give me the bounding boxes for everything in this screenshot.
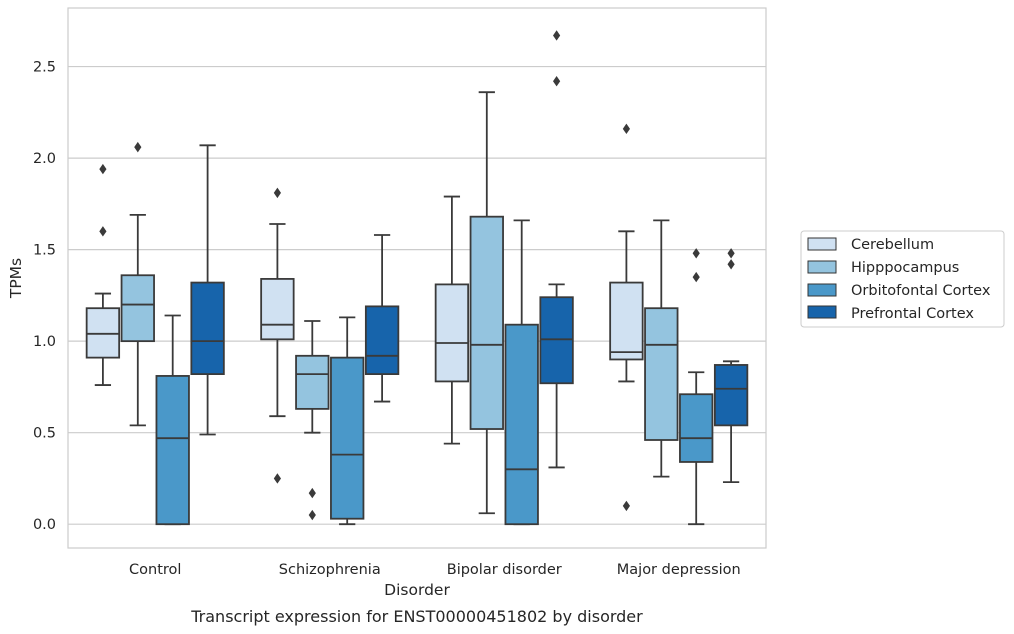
legend-item-orbitofrontal-cortex: Orbitofontal Cortex [807,283,991,299]
box-iqr [644,307,679,441]
legend-swatch-prefrontal-cortex [807,305,837,319]
box-series [85,30,749,526]
box-iqr [190,281,225,376]
y-axis-ticks: 0.0 0.5 1.0 1.5 2.0 2.5 [33,60,56,534]
box-hipppocampus [644,219,679,478]
box-prefrontal-cortex [364,234,400,403]
box-iqr [330,356,365,520]
legend-item-prefrontal-cortex: Prefrontal Cortex [807,305,974,322]
outlier-point [308,487,316,499]
box-orbitofontal-cortex [679,248,714,526]
y-tick-label: 1.0 [33,334,56,350]
box-prefrontal-cortex [190,144,225,436]
y-tick-label: 0.5 [33,426,56,442]
outlier-point [692,248,700,259]
y-tick-label: 0.0 [33,517,56,533]
plot-area-frame [67,7,767,549]
y-axis-title: TPMs [7,258,25,299]
legend-label-orbitofrontal-cortex: Orbitofontal Cortex [851,283,991,299]
x-axis-title: Disorder [384,581,450,599]
x-tick-label: Schizophrenia [279,562,381,578]
chart-caption: Transcript expression for ENST0000045180… [190,607,643,626]
box-orbitofontal-cortex [155,314,190,526]
x-tick-label: Bipolar disorder [447,562,562,578]
outlier-point [273,473,281,484]
outlier-point [308,509,316,521]
box-iqr [155,375,190,526]
legend-label-cerebellum: Cerebellum [851,237,934,253]
legend-swatch-hippocampus [807,260,837,274]
outlier-point [692,271,700,283]
box-iqr [120,274,155,343]
box-iqr [364,305,400,376]
legend-label-prefrontal-cortex: Prefrontal Cortex [851,306,974,322]
legend-frame [800,230,1005,328]
legend-label-hippocampus: Hipppocampus [851,260,959,276]
box-hipppocampus [295,320,330,521]
box-cerebellum [434,195,470,445]
legend: Cerebellum Hipppocampus Orbitofontal Cor… [800,230,1005,328]
legend-swatch-cerebellum [807,237,837,251]
box-cerebellum [260,187,295,484]
box-iqr [713,364,749,427]
legend-item-cerebellum: Cerebellum [807,237,934,253]
box-iqr [85,307,121,359]
box-hipppocampus [469,91,504,515]
y-tick-label: 2.0 [33,151,56,167]
box-prefrontal-cortex [539,30,574,469]
box-iqr [609,281,644,361]
outlier-point [622,123,630,135]
legend-item-hippocampus: Hipppocampus [807,260,959,276]
x-axis-ticks: Control Schizophrenia Bipolar disorder Majo… [129,562,741,578]
x-tick-label: Major depression [617,562,741,578]
legend-swatch-orbitofrontal-cortex [807,283,837,297]
outlier-point [727,259,735,270]
box-prefrontal-cortex [713,248,749,484]
box-iqr [434,283,470,383]
box-iqr [539,296,574,385]
box-iqr [260,278,295,341]
box-orbitofontal-cortex [504,219,539,526]
box-orbitofontal-cortex [330,316,365,526]
x-tick-label: Control [129,562,181,578]
y-tick-label: 2.5 [33,60,56,76]
box-iqr [295,354,330,410]
outlier-point [727,248,735,259]
y-tick-label: 1.5 [33,243,56,259]
box-cerebellum [85,163,121,386]
box-cerebellum [609,123,644,512]
outlier-point [273,187,281,199]
box-iqr [504,323,539,526]
outlier-point [553,76,561,87]
outlier-point [622,500,630,512]
outlier-point [99,226,107,237]
outlier-point [99,163,107,175]
box-hipppocampus [120,141,155,427]
outlier-point [553,30,561,41]
box-iqr [679,393,714,463]
box-iqr [469,215,504,430]
outlier-point [134,141,142,153]
